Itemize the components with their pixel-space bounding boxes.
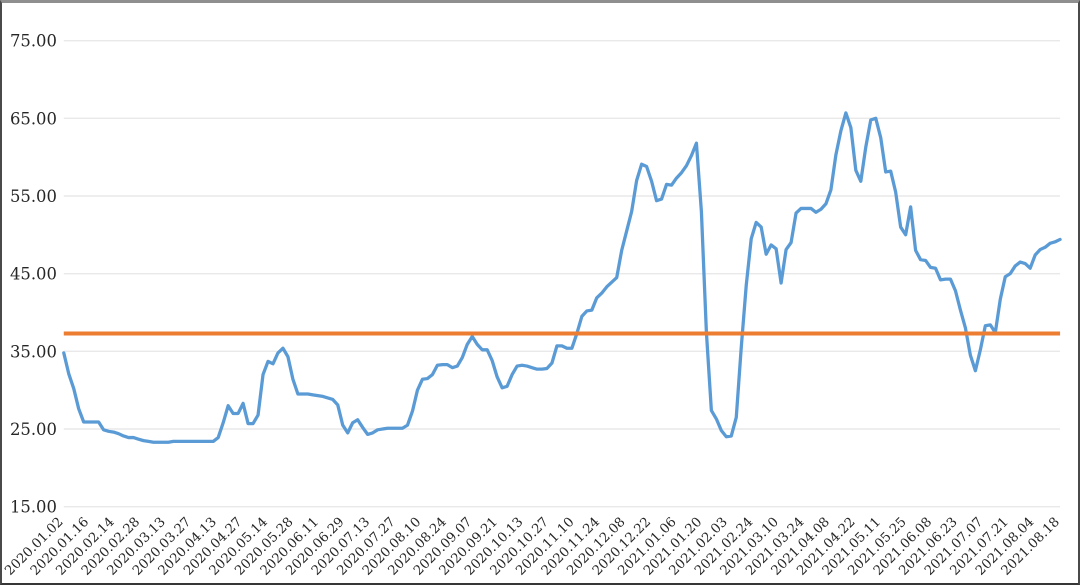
y-axis-tick-label: 75.00 (10, 32, 57, 51)
line-chart: 15.0025.0035.0045.0055.0065.0075.002020.… (2, 32, 1063, 579)
y-axis-tick-label: 55.00 (10, 187, 57, 206)
y-axis-tick-label: 45.00 (10, 265, 57, 284)
y-axis-tick-label: 15.00 (10, 498, 57, 517)
y-axis-tick-label: 35.00 (10, 342, 57, 361)
daily-close-line (62, 111, 1062, 444)
y-axis-tick-label: 65.00 (10, 109, 57, 128)
y-axis-tick-label: 25.00 (10, 420, 57, 439)
